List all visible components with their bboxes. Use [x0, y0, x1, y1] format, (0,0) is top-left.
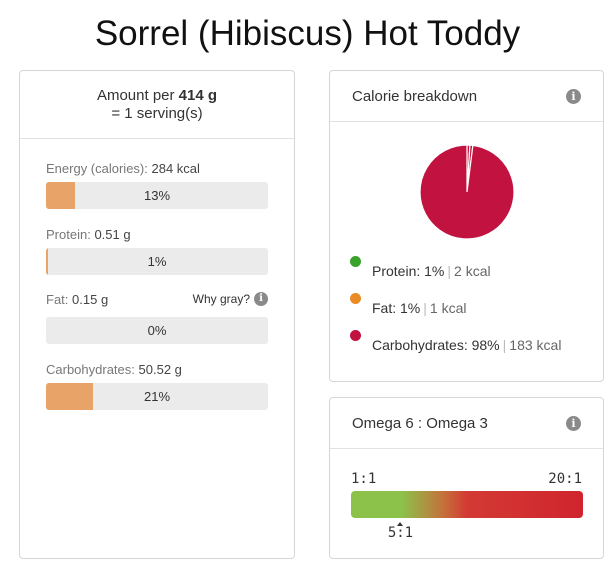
nutrition-card: Amount per 414 g = 1 serving(s) Energy (… [19, 70, 295, 559]
why-gray-link[interactable]: Why gray? i [193, 292, 268, 306]
calorie-breakdown-title: Calorie breakdown [352, 87, 478, 105]
serving-line: = 1 serving(s) [111, 105, 203, 122]
amount-line: Amount per 414 g [20, 87, 294, 105]
legend-dot [350, 330, 361, 341]
legend-name: Protein: [372, 263, 421, 279]
calorie-breakdown-header: Calorie breakdown i [330, 71, 603, 122]
bar-fill [46, 383, 93, 410]
bar-fill [46, 248, 49, 275]
legend-separator: | [447, 263, 452, 279]
omega-scale-max: 20:1 [548, 471, 582, 487]
nutrient-fat: Fat: 0.15 g Why gray? i 0% [46, 292, 268, 344]
bar-percent: 0% [147, 323, 167, 338]
nutrient-label: Fat: 0.15 g [46, 292, 268, 308]
nutrient-name: Fat: [46, 292, 69, 307]
legend-kcal: 2 kcal [454, 263, 491, 279]
omega-header: Omega 6 : Omega 3 i [330, 398, 603, 449]
legend-percent: 98% [471, 337, 500, 353]
page-title: Sorrel (Hibiscus) Hot Toddy [94, 14, 521, 53]
legend-percent: 1% [400, 300, 421, 316]
nutrient-bar: 21% [46, 383, 268, 410]
nutrient-energy: Energy (calories): 284 kcal 13% [46, 161, 268, 209]
nutrient-value: 284 kcal [151, 161, 200, 176]
nutrient-protein: Protein: 0.51 g 1% [46, 227, 268, 275]
legend-item-carbohydrates: Carbohydrates: 98% | 183 kcal [350, 330, 561, 353]
serving-amount: Amount per 414 g = 1 serving(s) [20, 71, 294, 139]
omega-ratio-marker [396, 522, 403, 526]
legend-item-fat: Fat: 1% | 1 kcal [350, 293, 466, 316]
omega-scale-min: 1:1 [351, 471, 377, 487]
calorie-pie-chart [419, 144, 515, 240]
omega-ratio-bar [351, 491, 583, 518]
legend-name: Fat: [372, 300, 397, 316]
nutrient-label: Protein: 0.51 g [46, 227, 268, 243]
bar-percent: 21% [143, 389, 171, 404]
legend-separator: | [502, 337, 507, 353]
omega-ratio-card: Omega 6 : Omega 3 i 1:1 20:1 5:1 [329, 397, 604, 559]
nutrient-bar: 0% [46, 317, 268, 344]
legend-separator: | [423, 300, 427, 316]
legend-dot [350, 256, 361, 267]
why-gray-label: Why gray? [192, 292, 250, 306]
nutrient-label: Energy (calories): 284 kcal [46, 161, 268, 177]
calorie-breakdown-card: Calorie breakdown i Protein: 1% | 2 kcal F… [329, 70, 604, 382]
bar-fill [46, 182, 75, 209]
omega-ratio-label: 5:1 [387, 525, 414, 541]
nutrient-bar: 1% [46, 248, 268, 275]
nutrient-value: 0.15 g [72, 292, 109, 307]
nutrient-bar: 13% [46, 182, 268, 209]
nutrient-name: Protein: [46, 227, 91, 242]
legend-kcal: 183 kcal [509, 337, 562, 353]
nutrient-value: 50.52 g [138, 362, 182, 377]
bar-percent: 1% [147, 254, 167, 269]
nutrient-carbohydrates: Carbohydrates: 50.52 g 21% [46, 362, 268, 410]
legend-kcal: 1 kcal [429, 300, 467, 316]
legend-dot [350, 293, 361, 304]
nutrient-label: Carbohydrates: 50.52 g [46, 362, 268, 378]
pie-slice-carbohydrates [419, 144, 515, 240]
nutrient-value: 0.51 g [94, 227, 131, 242]
amount-prefix: Amount per [96, 87, 175, 104]
legend-percent: 1% [424, 263, 445, 279]
omega-title: Omega 6 : Omega 3 [352, 414, 488, 432]
info-icon[interactable]: i [254, 292, 268, 306]
nutrient-name: Carbohydrates: [46, 362, 135, 377]
legend-name: Carbohydrates: [372, 337, 468, 353]
info-icon[interactable]: i [566, 415, 581, 431]
legend-item-protein: Protein: 1% | 2 kcal [350, 256, 491, 279]
nutrient-name: Energy (calories): [46, 161, 148, 176]
bar-percent: 13% [143, 188, 171, 203]
amount-value: 414 g [178, 87, 218, 104]
info-icon[interactable]: i [566, 88, 581, 104]
